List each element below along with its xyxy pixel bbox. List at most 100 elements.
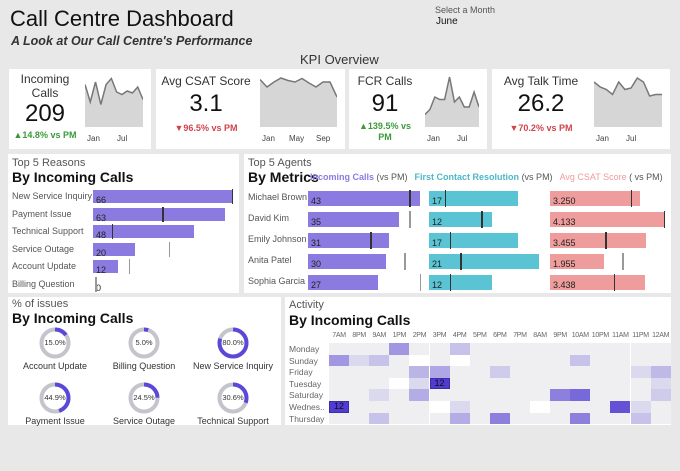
heatmap-cell[interactable]: [550, 401, 571, 413]
heatmap-cell[interactable]: [409, 412, 430, 425]
issue-donut[interactable]: [216, 326, 250, 360]
heatmap-cell[interactable]: [349, 366, 370, 378]
heatmap-cell[interactable]: [429, 343, 450, 355]
heatmap-cell[interactable]: [650, 377, 671, 390]
reason-bar[interactable]: 66: [93, 190, 232, 205]
heatmap-cell[interactable]: [630, 389, 651, 401]
heatmap-cell[interactable]: [530, 343, 551, 355]
heatmap-cell[interactable]: [610, 389, 631, 401]
heatmap-cell[interactable]: [389, 366, 410, 378]
heatmap-cell[interactable]: [590, 343, 611, 355]
heatmap-cell[interactable]: [570, 389, 591, 401]
heatmap-cell[interactable]: [469, 366, 490, 378]
heatmap-cell[interactable]: [570, 366, 591, 378]
heatmap-cell[interactable]: [650, 354, 671, 367]
agent-incoming-bar[interactable]: 43: [308, 191, 420, 206]
agent-incoming-bar[interactable]: 27: [308, 275, 379, 290]
heatmap-cell[interactable]: [429, 412, 450, 425]
heatmap-cell[interactable]: [489, 412, 510, 425]
heatmap-cell[interactable]: [369, 389, 390, 401]
heatmap-cell[interactable]: [630, 401, 651, 413]
heatmap-cell[interactable]: [590, 354, 611, 367]
month-filter[interactable]: June: [436, 16, 458, 27]
heatmap-cell[interactable]: [329, 412, 350, 425]
heatmap-cell[interactable]: [389, 343, 410, 355]
heatmap-cell[interactable]: [349, 354, 370, 367]
heatmap-cell[interactable]: [650, 412, 671, 425]
heatmap-cell[interactable]: [329, 366, 350, 378]
heatmap-cell[interactable]: [489, 366, 510, 378]
heatmap-cell[interactable]: [509, 401, 530, 413]
heatmap-cell[interactable]: [449, 377, 470, 390]
heatmap-cell[interactable]: [329, 377, 350, 390]
heatmap-cell[interactable]: [429, 366, 450, 378]
heatmap-cell[interactable]: [369, 354, 390, 367]
heatmap-cell[interactable]: [469, 343, 490, 355]
agent-csat-bar[interactable]: 1.955: [550, 254, 605, 269]
issue-donut[interactable]: [38, 326, 72, 360]
heatmap-cell[interactable]: [610, 366, 631, 378]
heatmap-cell[interactable]: [570, 354, 591, 367]
heatmap-cell[interactable]: [610, 354, 631, 367]
heatmap-cell[interactable]: [489, 343, 510, 355]
heatmap-cell[interactable]: [469, 401, 490, 413]
heatmap-cell[interactable]: [409, 401, 430, 413]
heatmap-cell[interactable]: [550, 366, 571, 378]
heatmap-cell[interactable]: [590, 412, 611, 425]
heatmap-cell[interactable]: [650, 401, 671, 413]
heatmap-cell[interactable]: [449, 412, 470, 425]
heatmap-cell[interactable]: [489, 354, 510, 367]
heatmap-cell[interactable]: [509, 389, 530, 401]
heatmap-cell[interactable]: [389, 401, 410, 413]
heatmap-cell[interactable]: [650, 389, 671, 401]
heatmap-cell[interactable]: [489, 389, 510, 401]
heatmap-cell[interactable]: [509, 412, 530, 425]
heatmap-cell[interactable]: [509, 366, 530, 378]
heatmap-cell[interactable]: [630, 366, 651, 378]
heatmap-cell[interactable]: [570, 377, 591, 390]
agent-fcr-bar[interactable]: 21: [429, 254, 540, 269]
reason-bar[interactable]: 48: [93, 225, 194, 240]
heatmap-cell[interactable]: [449, 366, 470, 378]
heatmap-cell[interactable]: [530, 354, 551, 367]
heatmap-cell[interactable]: [329, 343, 350, 355]
heatmap-cell[interactable]: [610, 401, 631, 413]
reason-bar[interactable]: 63: [93, 207, 226, 223]
heatmap-cell[interactable]: [329, 354, 350, 367]
heatmap-cell[interactable]: [369, 412, 390, 425]
heatmap-cell[interactable]: [449, 401, 470, 413]
heatmap-cell[interactable]: [570, 401, 591, 413]
heatmap-cell[interactable]: [389, 377, 410, 390]
heatmap-cell[interactable]: [429, 377, 450, 390]
heatmap-cell[interactable]: [509, 354, 530, 367]
heatmap-cell[interactable]: [630, 343, 651, 355]
agent-fcr-bar[interactable]: 17: [429, 233, 519, 248]
heatmap-cell[interactable]: [550, 389, 571, 401]
heatmap-cell[interactable]: [570, 343, 591, 355]
heatmap-cell[interactable]: [369, 377, 390, 390]
agent-fcr-bar[interactable]: 17: [429, 191, 519, 206]
agent-csat-bar[interactable]: 3.438: [550, 275, 646, 290]
heatmap-cell[interactable]: [409, 343, 430, 355]
heatmap-cell[interactable]: [349, 343, 370, 355]
heatmap-cell[interactable]: [329, 401, 350, 413]
issue-donut[interactable]: [38, 381, 72, 415]
heatmap-cell[interactable]: [509, 343, 530, 355]
agent-incoming-bar[interactable]: 30: [308, 254, 386, 269]
agent-csat-bar[interactable]: 4.133: [550, 212, 665, 227]
agent-incoming-bar[interactable]: 35: [308, 212, 399, 227]
heatmap-cell[interactable]: [550, 377, 571, 390]
heatmap-cell[interactable]: [550, 343, 571, 355]
heatmap-cell[interactable]: [389, 412, 410, 425]
heatmap-cell[interactable]: [610, 377, 631, 390]
agent-fcr-bar[interactable]: 12: [429, 212, 492, 227]
heatmap-cell[interactable]: [429, 389, 450, 401]
heatmap-cell[interactable]: [369, 401, 390, 413]
heatmap-cell[interactable]: [469, 412, 490, 425]
heatmap-cell[interactable]: [590, 377, 611, 390]
issue-donut[interactable]: [216, 381, 250, 415]
heatmap-cell[interactable]: [369, 366, 390, 378]
heatmap-cell[interactable]: [369, 343, 390, 355]
heatmap-cell[interactable]: [610, 343, 631, 355]
heatmap-cell[interactable]: [349, 401, 370, 413]
